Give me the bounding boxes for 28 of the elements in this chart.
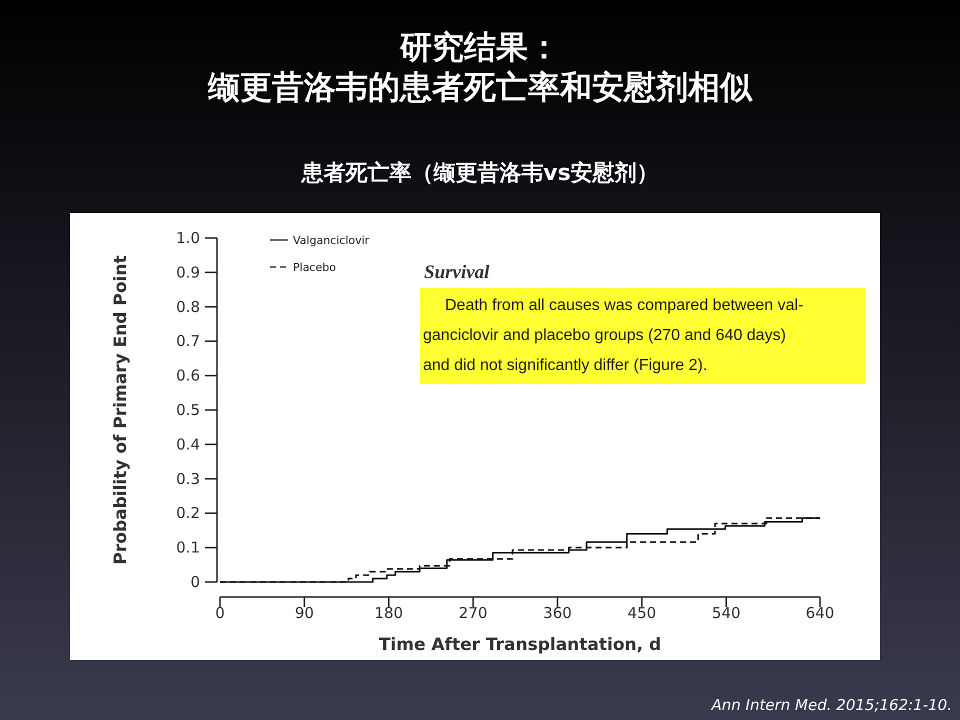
y-tick-label: 0.9: [176, 263, 200, 282]
chart-title: 研究结果：缬更昔洛韦的患者死亡率和安慰剂相似: [207, 28, 753, 106]
annotation: Death from all causes was compared between val-ganciclovir and placebo groups (270 and 640 days) and did not significantly differ (Figure 2).: [423, 297, 804, 374]
chart-subtitle: 患者死亡率（缬更昔洛韦vs安慰剂）: [300, 160, 659, 186]
y-axis-title: Probability of Primary End Point: [111, 255, 131, 565]
y-tick-label: 0.8: [176, 298, 200, 316]
x-tick-label: 640: [806, 604, 834, 622]
x-tick-label: 450: [628, 604, 656, 622]
y-tick-label: 1.0: [176, 229, 200, 247]
y-tick-label: 0.3: [176, 470, 200, 488]
y-tick-label: 0.5: [176, 401, 200, 419]
y-tick-label: 0.2: [176, 504, 200, 522]
y-tick-label: 0.4: [176, 435, 200, 454]
y-tick-label: 0.6: [176, 366, 200, 385]
x-tick-label: 90: [294, 604, 314, 622]
x-axis-title: Time After Transplantation, d: [378, 635, 662, 655]
text: Ann Intern Med. 2015;162:1-10.: [710, 696, 952, 714]
legend-label: Placebo: [293, 261, 336, 274]
annotation: Survival: [424, 262, 490, 283]
legend-label: Valganciclovir: [293, 234, 370, 247]
y-tick-label: 0.1: [176, 538, 200, 557]
x-tick-label: 540: [712, 604, 741, 622]
x-tick-label: 270: [458, 604, 488, 622]
x-tick-label: 180: [374, 604, 404, 622]
x-tick-label: 0: [215, 604, 225, 622]
x-tick-label: 360: [543, 604, 572, 622]
y-tick-label: 0.7: [176, 332, 200, 350]
y-tick-label: 0: [190, 573, 200, 591]
